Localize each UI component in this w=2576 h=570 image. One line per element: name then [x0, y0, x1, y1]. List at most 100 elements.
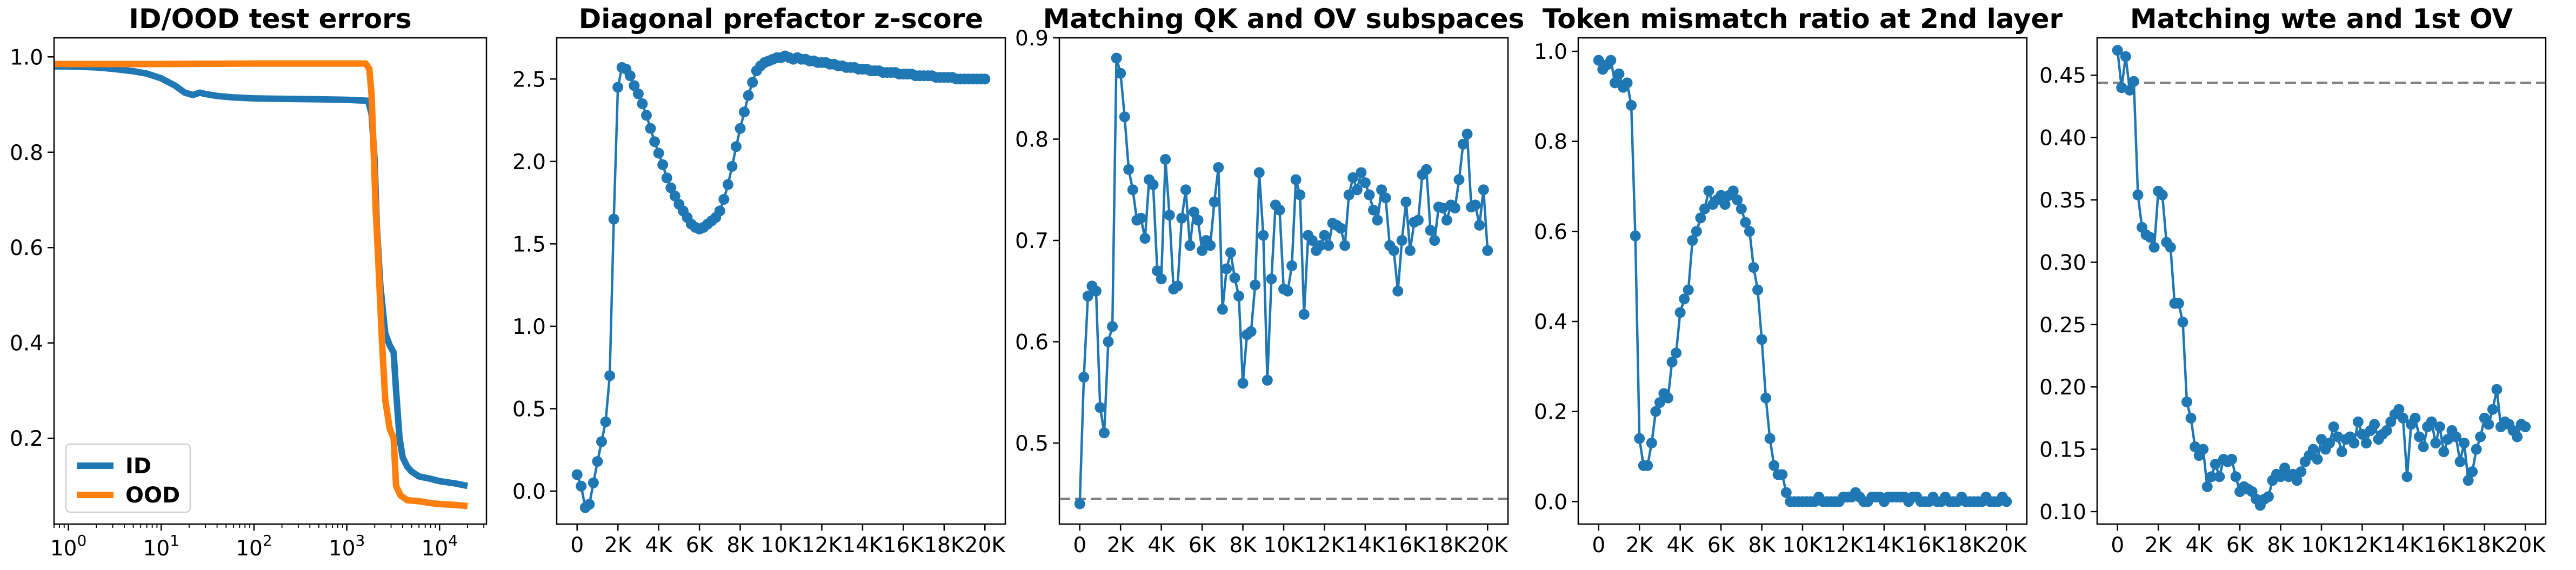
y-tick-label: 0.45	[2039, 64, 2086, 88]
series-1	[2112, 45, 2531, 511]
data-point	[608, 213, 619, 225]
data-point	[1404, 245, 1416, 256]
data-point	[645, 123, 656, 134]
data-point	[1482, 245, 1493, 256]
legend: ID OOD	[65, 443, 191, 513]
x-tick-label: 14K	[1864, 533, 1905, 558]
x-tick-label: 0	[570, 533, 584, 558]
data-point	[2210, 459, 2221, 470]
y-tick-label: 0.0	[512, 480, 546, 504]
data-point	[731, 141, 742, 152]
data-point	[2401, 471, 2413, 482]
data-point	[2201, 481, 2213, 492]
x-tick-label: 16K	[1386, 533, 1427, 558]
data-point	[1642, 460, 1653, 471]
y-tick-label: 0.4	[10, 332, 43, 356]
data-point	[1458, 138, 1469, 150]
y-tick-label: 0.15	[2039, 438, 2086, 462]
data-point	[1245, 326, 1257, 337]
data-point	[2454, 456, 2466, 467]
x-tick-label: 12K	[802, 533, 843, 558]
data-point	[1613, 68, 1625, 79]
data-point	[2520, 421, 2531, 432]
y-tick-label: 0.2	[10, 427, 43, 451]
y-tick-label: 1.5	[512, 232, 546, 257]
x-tick-label: 18K	[1945, 533, 1987, 558]
data-point	[1347, 172, 1359, 183]
y-tick-label: 0.5	[512, 397, 546, 421]
series-1	[1074, 52, 1493, 509]
x-tick-label: 18K	[924, 533, 965, 558]
data-point	[2124, 84, 2135, 96]
series-line	[54, 63, 469, 489]
x-tick-label: 12K	[1823, 533, 1865, 558]
data-point	[1630, 230, 1641, 242]
data-point	[1099, 427, 1110, 439]
y-tick-label: 0.2	[1534, 400, 1567, 425]
data-point	[1752, 284, 1763, 296]
data-point	[1286, 260, 1298, 271]
data-point	[2397, 412, 2408, 424]
x-tick-label: 12K	[2342, 533, 2384, 558]
data-point	[1691, 226, 1702, 237]
data-point	[2332, 431, 2344, 442]
data-point	[1699, 203, 1710, 214]
data-point	[576, 480, 587, 492]
data-point	[1189, 206, 1199, 218]
data-point	[1421, 164, 1432, 175]
data-point	[661, 172, 672, 184]
data-point	[1078, 372, 1090, 383]
data-point	[1339, 240, 1351, 251]
data-point	[1646, 438, 1657, 448]
data-point	[1172, 280, 1183, 292]
series-1	[571, 50, 991, 513]
data-point	[1205, 240, 1216, 251]
data-point	[2328, 421, 2339, 432]
data-point	[1372, 214, 1383, 226]
y-tick-label: 0.7	[1015, 229, 1049, 253]
y-tick-label: 0.0	[1534, 490, 1567, 514]
data-point	[1359, 177, 1371, 189]
chart-title: Matching QK and OV subspaces	[1043, 3, 1525, 35]
data-point	[2112, 45, 2123, 56]
data-point	[1736, 203, 1747, 214]
data-point	[1306, 235, 1318, 246]
data-point	[1683, 284, 1694, 296]
data-point	[1392, 285, 1404, 297]
x-tick-label: 102	[236, 532, 272, 561]
subplot-5: Matching wte and 1st OV 0.10 0.15 0.20 0.25 0…	[2039, 3, 2546, 558]
x-tick-label: 20K	[965, 533, 1006, 558]
data-point	[1160, 154, 1171, 165]
data-point	[2291, 475, 2303, 486]
data-point	[1074, 498, 1085, 509]
x-tick-label: 104	[422, 532, 458, 561]
data-point	[2190, 441, 2201, 452]
x-tick-label: 12K	[1304, 533, 1346, 558]
data-point	[1225, 247, 1236, 258]
data-point	[1213, 162, 1224, 173]
data-point	[1082, 291, 1093, 302]
data-point	[2185, 412, 2197, 424]
data-point	[2357, 428, 2368, 440]
data-point	[1593, 55, 1604, 66]
x-tick-label: 101	[143, 532, 179, 561]
data-point	[1103, 336, 1114, 347]
data-point	[629, 80, 640, 91]
data-point	[1663, 392, 1673, 404]
subplot-3: Matching QK and OV subspaces 0.5 0.6 0.7 0.8…	[1015, 3, 1524, 558]
data-point	[2434, 421, 2445, 432]
data-point	[1687, 235, 1698, 246]
data-point	[1229, 272, 1240, 284]
x-tick-label: 8K	[726, 533, 755, 558]
y-tick-label: 1.0	[1534, 40, 1567, 64]
data-point	[743, 90, 754, 101]
x-tick-label: 2K	[604, 533, 632, 558]
data-point	[2336, 446, 2347, 458]
data-point	[2471, 444, 2482, 455]
y-tick-label: 2.5	[512, 68, 546, 92]
data-point	[1250, 279, 1261, 291]
x-tick-label: 14K	[2383, 533, 2424, 558]
data-point	[1400, 196, 1412, 207]
data-point	[1323, 240, 1334, 251]
x-tick-label: 10K	[760, 533, 802, 558]
